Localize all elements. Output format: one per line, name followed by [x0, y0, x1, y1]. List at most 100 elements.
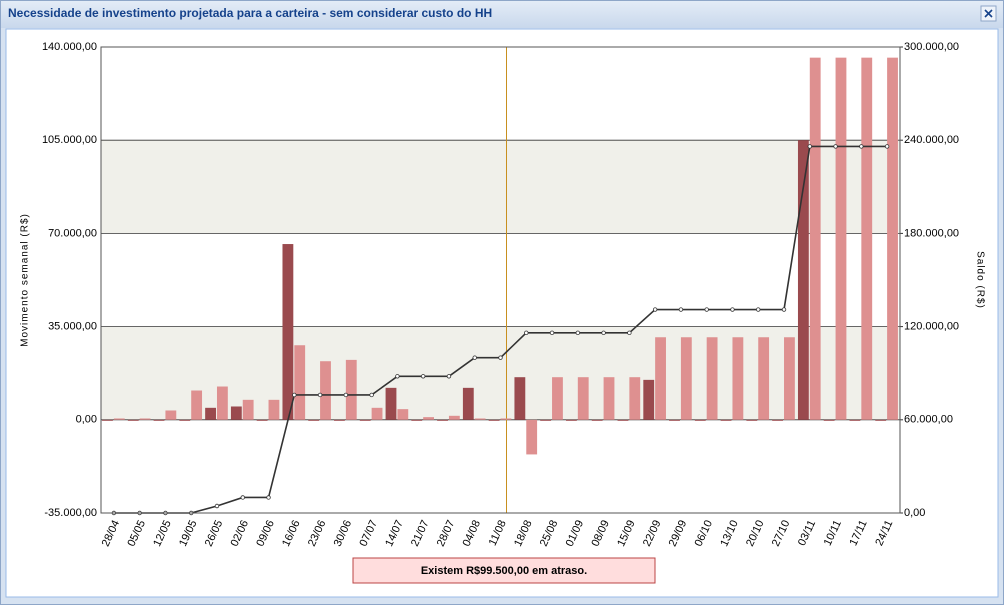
- bar: [565, 419, 577, 421]
- bar: [784, 337, 795, 420]
- bar: [345, 359, 357, 420]
- bar: [861, 57, 873, 420]
- bar: [617, 419, 629, 421]
- bar: [308, 419, 320, 421]
- bar: [127, 419, 139, 421]
- y-axis-title: Movimento semanal (R$): [20, 213, 31, 347]
- line-point: [266, 495, 271, 500]
- line-point: [498, 355, 503, 360]
- line-point: [627, 330, 632, 336]
- y-tick-label: 105.000,00: [42, 134, 97, 146]
- bar: [603, 377, 615, 420]
- bar: [139, 418, 151, 420]
- bar: [629, 377, 641, 420]
- line-point: [292, 392, 297, 398]
- bar: [102, 419, 113, 421]
- bar: [500, 418, 512, 420]
- y-tick-label: 0,00: [76, 414, 97, 426]
- bar: [526, 419, 538, 455]
- bar: [732, 337, 744, 420]
- bar: [706, 337, 718, 420]
- bar: [680, 337, 692, 420]
- title-bar: [1, 1, 1003, 28]
- bar: [809, 57, 821, 420]
- line-point: [395, 374, 400, 379]
- line-point: [472, 355, 477, 360]
- bar: [423, 417, 435, 420]
- y2-tick-label: 300.000,00: [904, 41, 959, 53]
- y2-axis-title: Saldo (R$): [974, 251, 985, 309]
- bar: [179, 419, 191, 421]
- y2-tick-label: 60.000,00: [904, 414, 953, 426]
- line-point: [859, 144, 864, 149]
- y-tick-label: 140.000,00: [42, 41, 97, 53]
- bar: [887, 57, 898, 420]
- bar: [191, 390, 203, 420]
- line-point: [833, 144, 838, 149]
- bar: [474, 418, 486, 420]
- bar: [772, 419, 784, 421]
- bar: [758, 337, 770, 420]
- bar: [294, 345, 306, 420]
- footer-message: Existem R$99.500,00 em atraso.: [421, 565, 587, 577]
- bar: [242, 399, 254, 420]
- line-point: [884, 144, 890, 149]
- line-point: [549, 330, 555, 336]
- bar: [746, 419, 758, 421]
- bar: [216, 386, 228, 420]
- line-point: [704, 307, 709, 312]
- line-point: [756, 307, 761, 312]
- bar: [552, 377, 563, 420]
- line-point: [317, 392, 323, 398]
- plot-area: [101, 47, 900, 513]
- bar: [165, 410, 177, 420]
- bar: [205, 407, 216, 420]
- bar: [462, 387, 474, 420]
- bar: [514, 377, 526, 420]
- bar: [643, 379, 655, 420]
- line-point: [524, 330, 529, 336]
- bar: [669, 419, 680, 421]
- bar: [540, 419, 552, 421]
- bar: [694, 419, 706, 421]
- y-tick-label: -35.000,00: [44, 507, 97, 519]
- bar: [720, 419, 732, 421]
- bar: [437, 419, 448, 421]
- line-point: [601, 330, 606, 336]
- y2-tick-label: 0,00: [904, 507, 925, 519]
- line-point: [575, 330, 581, 336]
- line-point: [240, 495, 245, 500]
- plot-border: [100, 46, 901, 514]
- footer-box: [352, 557, 656, 584]
- bar: [334, 419, 345, 421]
- close-button[interactable]: [980, 5, 997, 22]
- bar: [282, 244, 294, 420]
- grid-band: [101, 140, 900, 234]
- y-tick-label: 70.000,00: [48, 227, 97, 239]
- bar: [268, 399, 280, 420]
- bar: [397, 409, 409, 420]
- line-point: [807, 144, 812, 149]
- bar: [591, 419, 603, 421]
- line-point: [781, 307, 787, 312]
- y-tick-label: 35.000,00: [48, 321, 97, 333]
- line-point: [420, 374, 426, 379]
- bar: [113, 418, 125, 420]
- bar: [655, 337, 666, 420]
- bar: [153, 419, 165, 421]
- line-point: [678, 307, 684, 312]
- line-point: [652, 307, 658, 312]
- line-point: [446, 374, 452, 379]
- bar: [371, 407, 383, 420]
- bar: [320, 361, 331, 420]
- bar: [835, 57, 847, 420]
- bar: [875, 419, 887, 421]
- y2-tick-label: 240.000,00: [904, 134, 959, 146]
- bar: [488, 419, 500, 421]
- bar: [230, 406, 242, 420]
- bar: [359, 419, 371, 421]
- bar: [577, 377, 589, 420]
- close-icon[interactable]: [984, 9, 993, 18]
